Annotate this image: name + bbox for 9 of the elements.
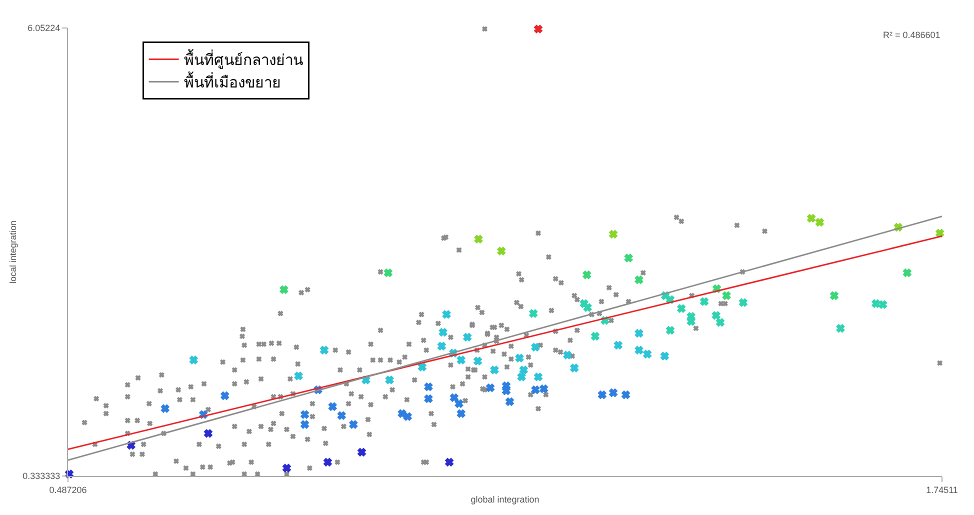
x-axis-title: global integration xyxy=(470,494,540,505)
annotation: R² = 0.486601 xyxy=(883,30,940,40)
y-axis-title: local integration xyxy=(8,220,18,284)
legend-label: พื้นที่ศูนย์กลางย่าน xyxy=(184,49,303,70)
y-tick-label: 0.333333 xyxy=(22,471,60,482)
y-tick-label: 6.05224 xyxy=(28,23,60,34)
x-tick-label: 0.487206 xyxy=(49,484,87,495)
x-tick-label: 1.74511 xyxy=(926,484,958,495)
legend-label: พื้นที่เมืองขยาย xyxy=(184,72,281,92)
